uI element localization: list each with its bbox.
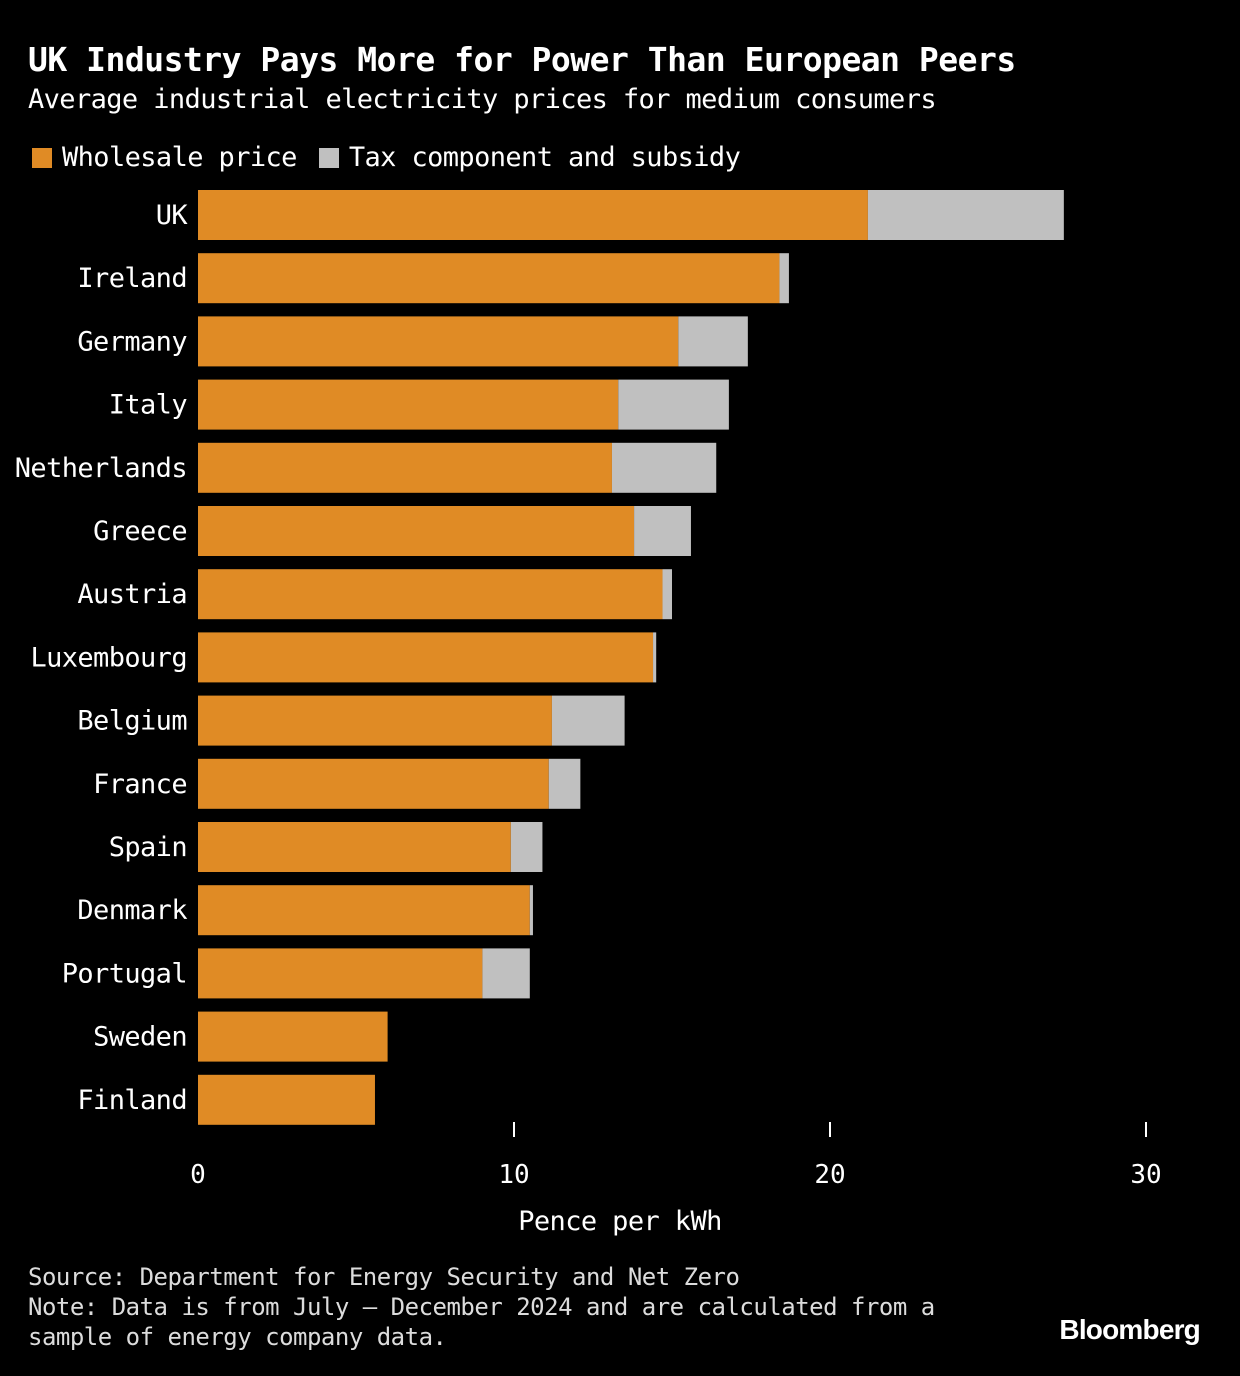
bar-wholesale-uk (198, 190, 868, 240)
bar-wholesale-finland (198, 1074, 375, 1125)
legend-label-wholesale: Wholesale price (62, 142, 297, 173)
category-label-uk: UK (156, 200, 189, 231)
bar-wholesale-netherlands (198, 442, 612, 493)
x-tick-label-10: 10 (498, 1160, 529, 1190)
category-label-ireland: Ireland (77, 263, 187, 294)
category-label-france: France (93, 769, 187, 800)
category-label-portugal: Portugal (62, 958, 187, 989)
bar-wholesale-luxembourg (198, 632, 654, 683)
bar-tax-ireland (779, 253, 789, 304)
bar-tax-italy (618, 379, 729, 430)
legend-item-wholesale: Wholesale price (32, 142, 297, 173)
legend-label-tax: Tax component and subsidy (348, 142, 741, 173)
data-note-line-1: Note: Data is from July – December 2024 … (28, 1293, 935, 1321)
bar-tax-greece (634, 506, 691, 556)
bar-wholesale-austria (198, 569, 663, 620)
bar-tax-luxembourg (653, 632, 657, 683)
x-tick-label-20: 20 (814, 1160, 845, 1190)
category-label-sweden: Sweden (93, 1022, 187, 1053)
bar-tax-portugal (482, 948, 530, 999)
x-axis-title: Pence per kWh (518, 1206, 722, 1237)
source-note: Source: Department for Energy Security a… (28, 1263, 740, 1291)
bloomberg-logo: Bloomberg (1059, 1314, 1200, 1345)
legend-swatch-tax (318, 147, 339, 168)
category-label-greece: Greece (93, 516, 187, 547)
category-label-spain: Spain (109, 832, 187, 863)
bar-wholesale-ireland (198, 253, 780, 304)
bar-tax-uk (867, 190, 1064, 240)
x-tick-label-0: 0 (190, 1160, 206, 1190)
bar-wholesale-germany (198, 316, 679, 367)
bar-wholesale-portugal (198, 948, 483, 999)
bar-chart: UK Ireland Germany Italy Netherlands Greece Au… (15, 190, 1162, 1190)
legend: Wholesale price Tax component and subsid… (32, 142, 762, 173)
x-tick-label-30: 30 (1130, 1160, 1161, 1190)
category-label-belgium: Belgium (77, 706, 187, 737)
bar-tax-france (548, 758, 581, 809)
bar-tax-spain (510, 822, 543, 872)
category-label-finland: Finland (77, 1085, 187, 1116)
legend-swatch-wholesale (32, 147, 52, 168)
category-label-denmark: Denmark (77, 895, 187, 926)
bar-wholesale-denmark (198, 885, 530, 936)
chart-title: UK Industry Pays More for Power Than Eur… (28, 40, 1016, 79)
category-label-italy: Italy (109, 390, 188, 421)
bar-tax-austria (662, 569, 672, 620)
footer: Source: Department for Energy Security a… (28, 1262, 935, 1352)
bar-tax-denmark (529, 885, 533, 936)
category-label-netherlands: Netherlands (15, 453, 187, 484)
category-label-germany: Germany (77, 326, 187, 357)
category-label-luxembourg: Luxembourg (30, 642, 187, 673)
bar-wholesale-belgium (198, 695, 552, 746)
data-note-line-2: sample of energy company data. (28, 1323, 447, 1351)
bar-tax-germany (678, 316, 748, 367)
bar-wholesale-sweden (198, 1011, 388, 1062)
bar-wholesale-spain (198, 822, 511, 872)
bar-wholesale-greece (198, 506, 635, 556)
bar-tax-netherlands (611, 442, 717, 493)
category-label-austria: Austria (77, 579, 187, 610)
bar-wholesale-france (198, 758, 549, 809)
bar-wholesale-italy (198, 379, 619, 430)
chart-subtitle: Average industrial electricity prices fo… (28, 84, 937, 115)
bar-tax-belgium (551, 695, 625, 746)
legend-item-tax: Tax component and subsidy (318, 142, 741, 173)
